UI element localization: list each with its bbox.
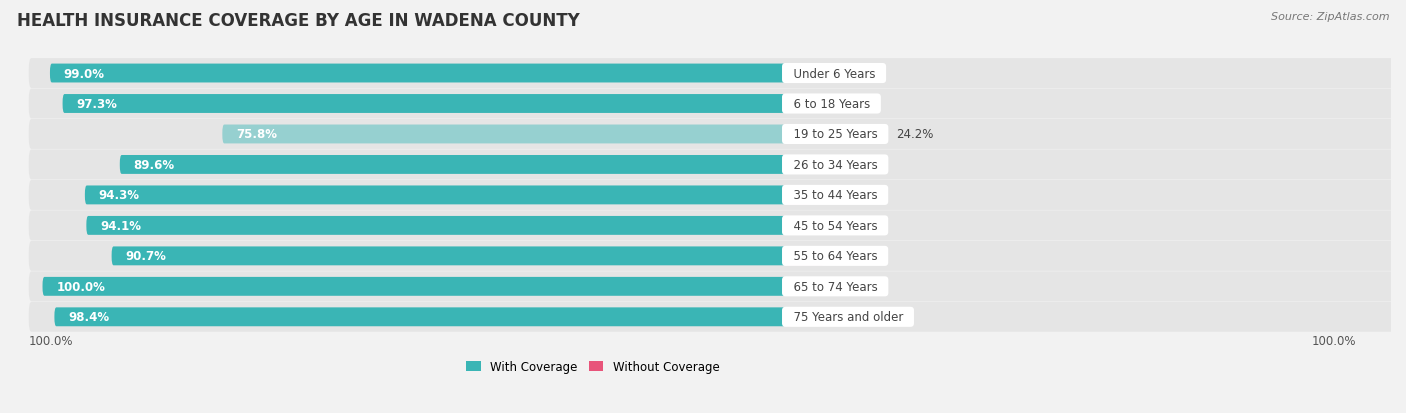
Text: 9.3%: 9.3% [834,250,865,263]
FancyBboxPatch shape [28,211,1406,241]
Text: Under 6 Years: Under 6 Years [786,67,883,80]
FancyBboxPatch shape [111,247,786,266]
Text: 94.1%: 94.1% [100,219,141,233]
Text: 45 to 54 Years: 45 to 54 Years [786,219,884,233]
Text: 1.0%: 1.0% [800,67,830,80]
Text: 0.0%: 0.0% [796,280,825,293]
FancyBboxPatch shape [28,241,1406,271]
Text: 19 to 25 Years: 19 to 25 Years [786,128,884,141]
Text: 99.0%: 99.0% [63,67,104,80]
FancyBboxPatch shape [786,186,808,205]
FancyBboxPatch shape [786,125,886,144]
Text: 100.0%: 100.0% [1312,334,1357,347]
Text: HEALTH INSURANCE COVERAGE BY AGE IN WADENA COUNTY: HEALTH INSURANCE COVERAGE BY AGE IN WADE… [17,12,579,30]
Text: 75.8%: 75.8% [236,128,277,141]
Text: 97.3%: 97.3% [76,98,117,111]
FancyBboxPatch shape [28,150,1406,180]
FancyBboxPatch shape [55,308,786,326]
Text: 24.2%: 24.2% [896,128,934,141]
FancyBboxPatch shape [51,64,786,83]
FancyBboxPatch shape [42,277,786,296]
Text: 1.6%: 1.6% [803,311,832,323]
FancyBboxPatch shape [86,216,786,235]
FancyBboxPatch shape [28,59,1406,89]
Text: 100.0%: 100.0% [56,280,105,293]
Text: 2.8%: 2.8% [807,98,837,111]
Text: 55 to 64 Years: 55 to 64 Years [786,250,884,263]
Text: 100.0%: 100.0% [28,334,73,347]
FancyBboxPatch shape [786,64,790,83]
FancyBboxPatch shape [222,125,786,144]
Text: 5.9%: 5.9% [820,219,851,233]
Text: 89.6%: 89.6% [134,159,174,171]
Text: 65 to 74 Years: 65 to 74 Years [786,280,884,293]
FancyBboxPatch shape [120,156,786,174]
FancyBboxPatch shape [786,156,828,174]
Text: 94.3%: 94.3% [98,189,139,202]
Text: 75 Years and older: 75 Years and older [786,311,911,323]
FancyBboxPatch shape [786,216,810,235]
FancyBboxPatch shape [28,272,1406,301]
Text: 6 to 18 Years: 6 to 18 Years [786,98,877,111]
Text: Source: ZipAtlas.com: Source: ZipAtlas.com [1271,12,1389,22]
FancyBboxPatch shape [63,95,786,114]
Text: 5.7%: 5.7% [820,189,849,202]
FancyBboxPatch shape [786,95,797,114]
FancyBboxPatch shape [786,247,824,266]
Text: 26 to 34 Years: 26 to 34 Years [786,159,884,171]
Text: 10.4%: 10.4% [839,159,876,171]
FancyBboxPatch shape [28,120,1406,150]
FancyBboxPatch shape [84,186,786,205]
Text: 90.7%: 90.7% [125,250,166,263]
FancyBboxPatch shape [28,302,1406,332]
Text: 35 to 44 Years: 35 to 44 Years [786,189,884,202]
FancyBboxPatch shape [28,89,1406,119]
FancyBboxPatch shape [786,308,792,326]
Legend: With Coverage, Without Coverage: With Coverage, Without Coverage [461,356,724,378]
FancyBboxPatch shape [28,180,1406,210]
Text: 98.4%: 98.4% [67,311,110,323]
